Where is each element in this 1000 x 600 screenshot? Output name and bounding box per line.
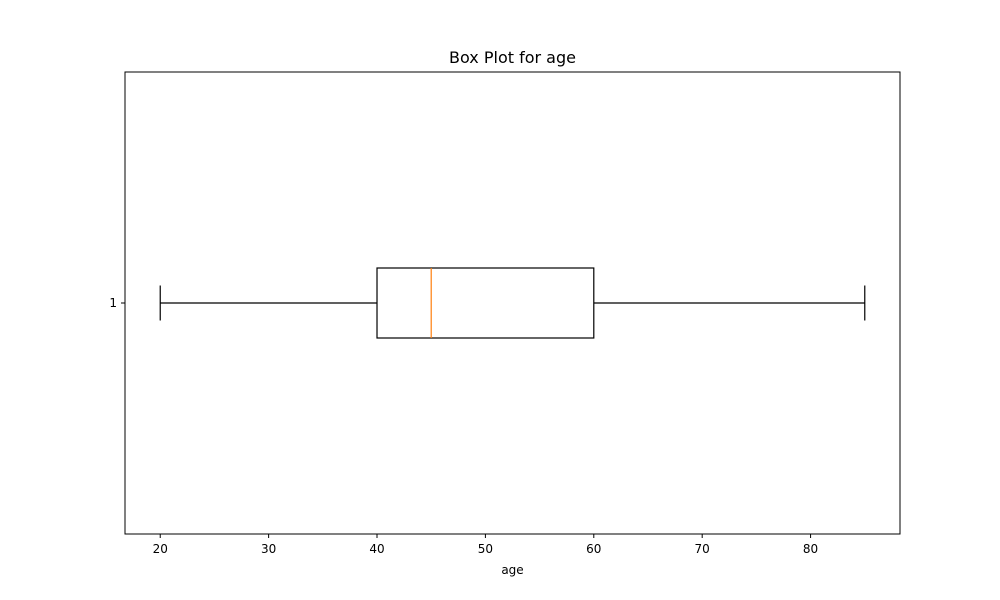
x-tick-label: 30 — [261, 542, 276, 556]
y-tick-label: 1 — [109, 296, 117, 310]
plot-area: 20 30 40 50 60 70 80 1 — [109, 267, 866, 556]
x-axis-label: age — [501, 563, 523, 577]
x-tick-label: 70 — [695, 542, 710, 556]
x-tick-label: 50 — [478, 542, 493, 556]
iqr-box — [376, 267, 595, 339]
x-tick-label: 40 — [369, 542, 384, 556]
x-tick-label: 20 — [153, 542, 168, 556]
x-tick-label: 80 — [803, 542, 818, 556]
x-tick-label: 60 — [586, 542, 601, 556]
axes-frame — [124, 71, 901, 535]
chart-title: Box Plot for age — [449, 48, 576, 67]
